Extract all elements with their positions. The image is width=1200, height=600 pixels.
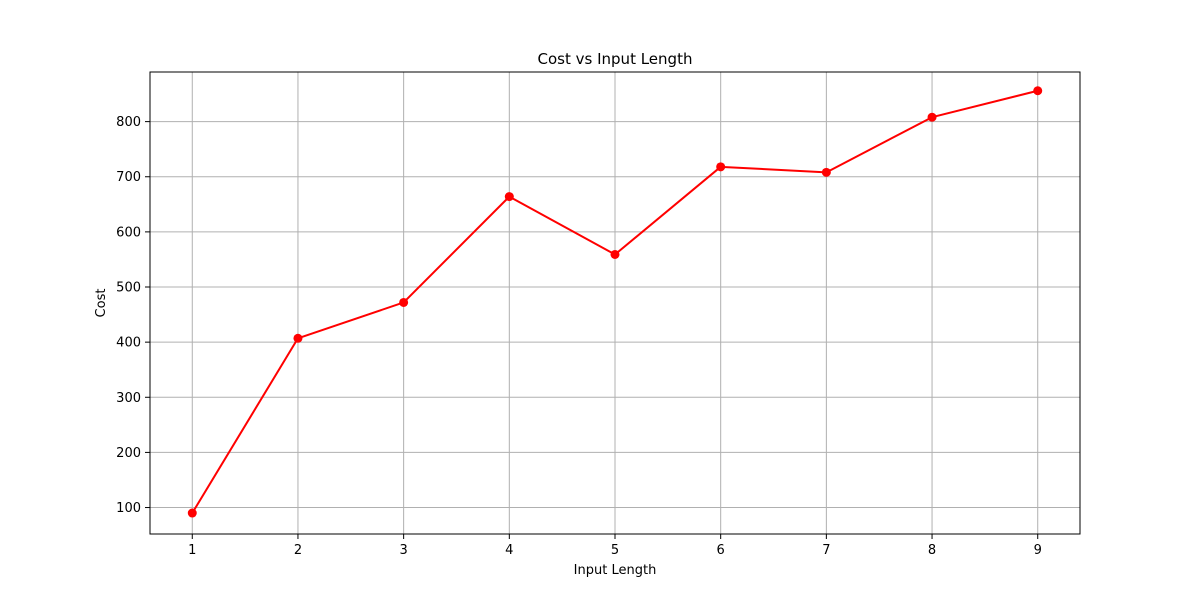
data-point	[821, 167, 831, 177]
y-tick-label: 600	[116, 225, 141, 240]
x-tick-label: 1	[188, 543, 196, 558]
data-point	[716, 162, 726, 172]
x-tick-label: 8	[928, 543, 936, 558]
data-point	[399, 297, 409, 307]
y-tick-label: 100	[116, 501, 141, 516]
x-tick-label: 7	[822, 543, 830, 558]
x-tick-label: 4	[505, 543, 513, 558]
x-tick-label: 9	[1034, 543, 1042, 558]
data-point	[927, 112, 937, 122]
x-axis-label: Input Length	[574, 563, 657, 578]
data-point	[187, 508, 197, 518]
x-tick-label: 3	[399, 543, 407, 558]
data-point	[504, 192, 514, 202]
data-point	[610, 249, 620, 259]
data-point	[293, 333, 303, 343]
y-tick-label: 400	[116, 336, 141, 351]
series	[187, 86, 1043, 518]
ticks: 1 2 3 4 5 6 7 8 9 100 200 300 400 500 600 700 800	[116, 115, 1042, 558]
x-tick-label: 6	[717, 543, 725, 558]
plot-frame	[149, 71, 1081, 535]
y-tick-label: 800	[116, 115, 141, 130]
x-tick-label: 2	[294, 543, 302, 558]
grid	[150, 72, 1080, 534]
x-tick-label: 5	[611, 543, 619, 558]
data-point	[1033, 86, 1043, 96]
y-tick-label: 200	[116, 446, 141, 461]
y-tick-label: 500	[116, 281, 141, 296]
y-tick-label: 300	[116, 391, 141, 406]
y-axis-label: Cost	[94, 289, 109, 318]
y-tick-label: 700	[116, 170, 141, 185]
chart-title: Cost vs Input Length	[538, 50, 693, 68]
